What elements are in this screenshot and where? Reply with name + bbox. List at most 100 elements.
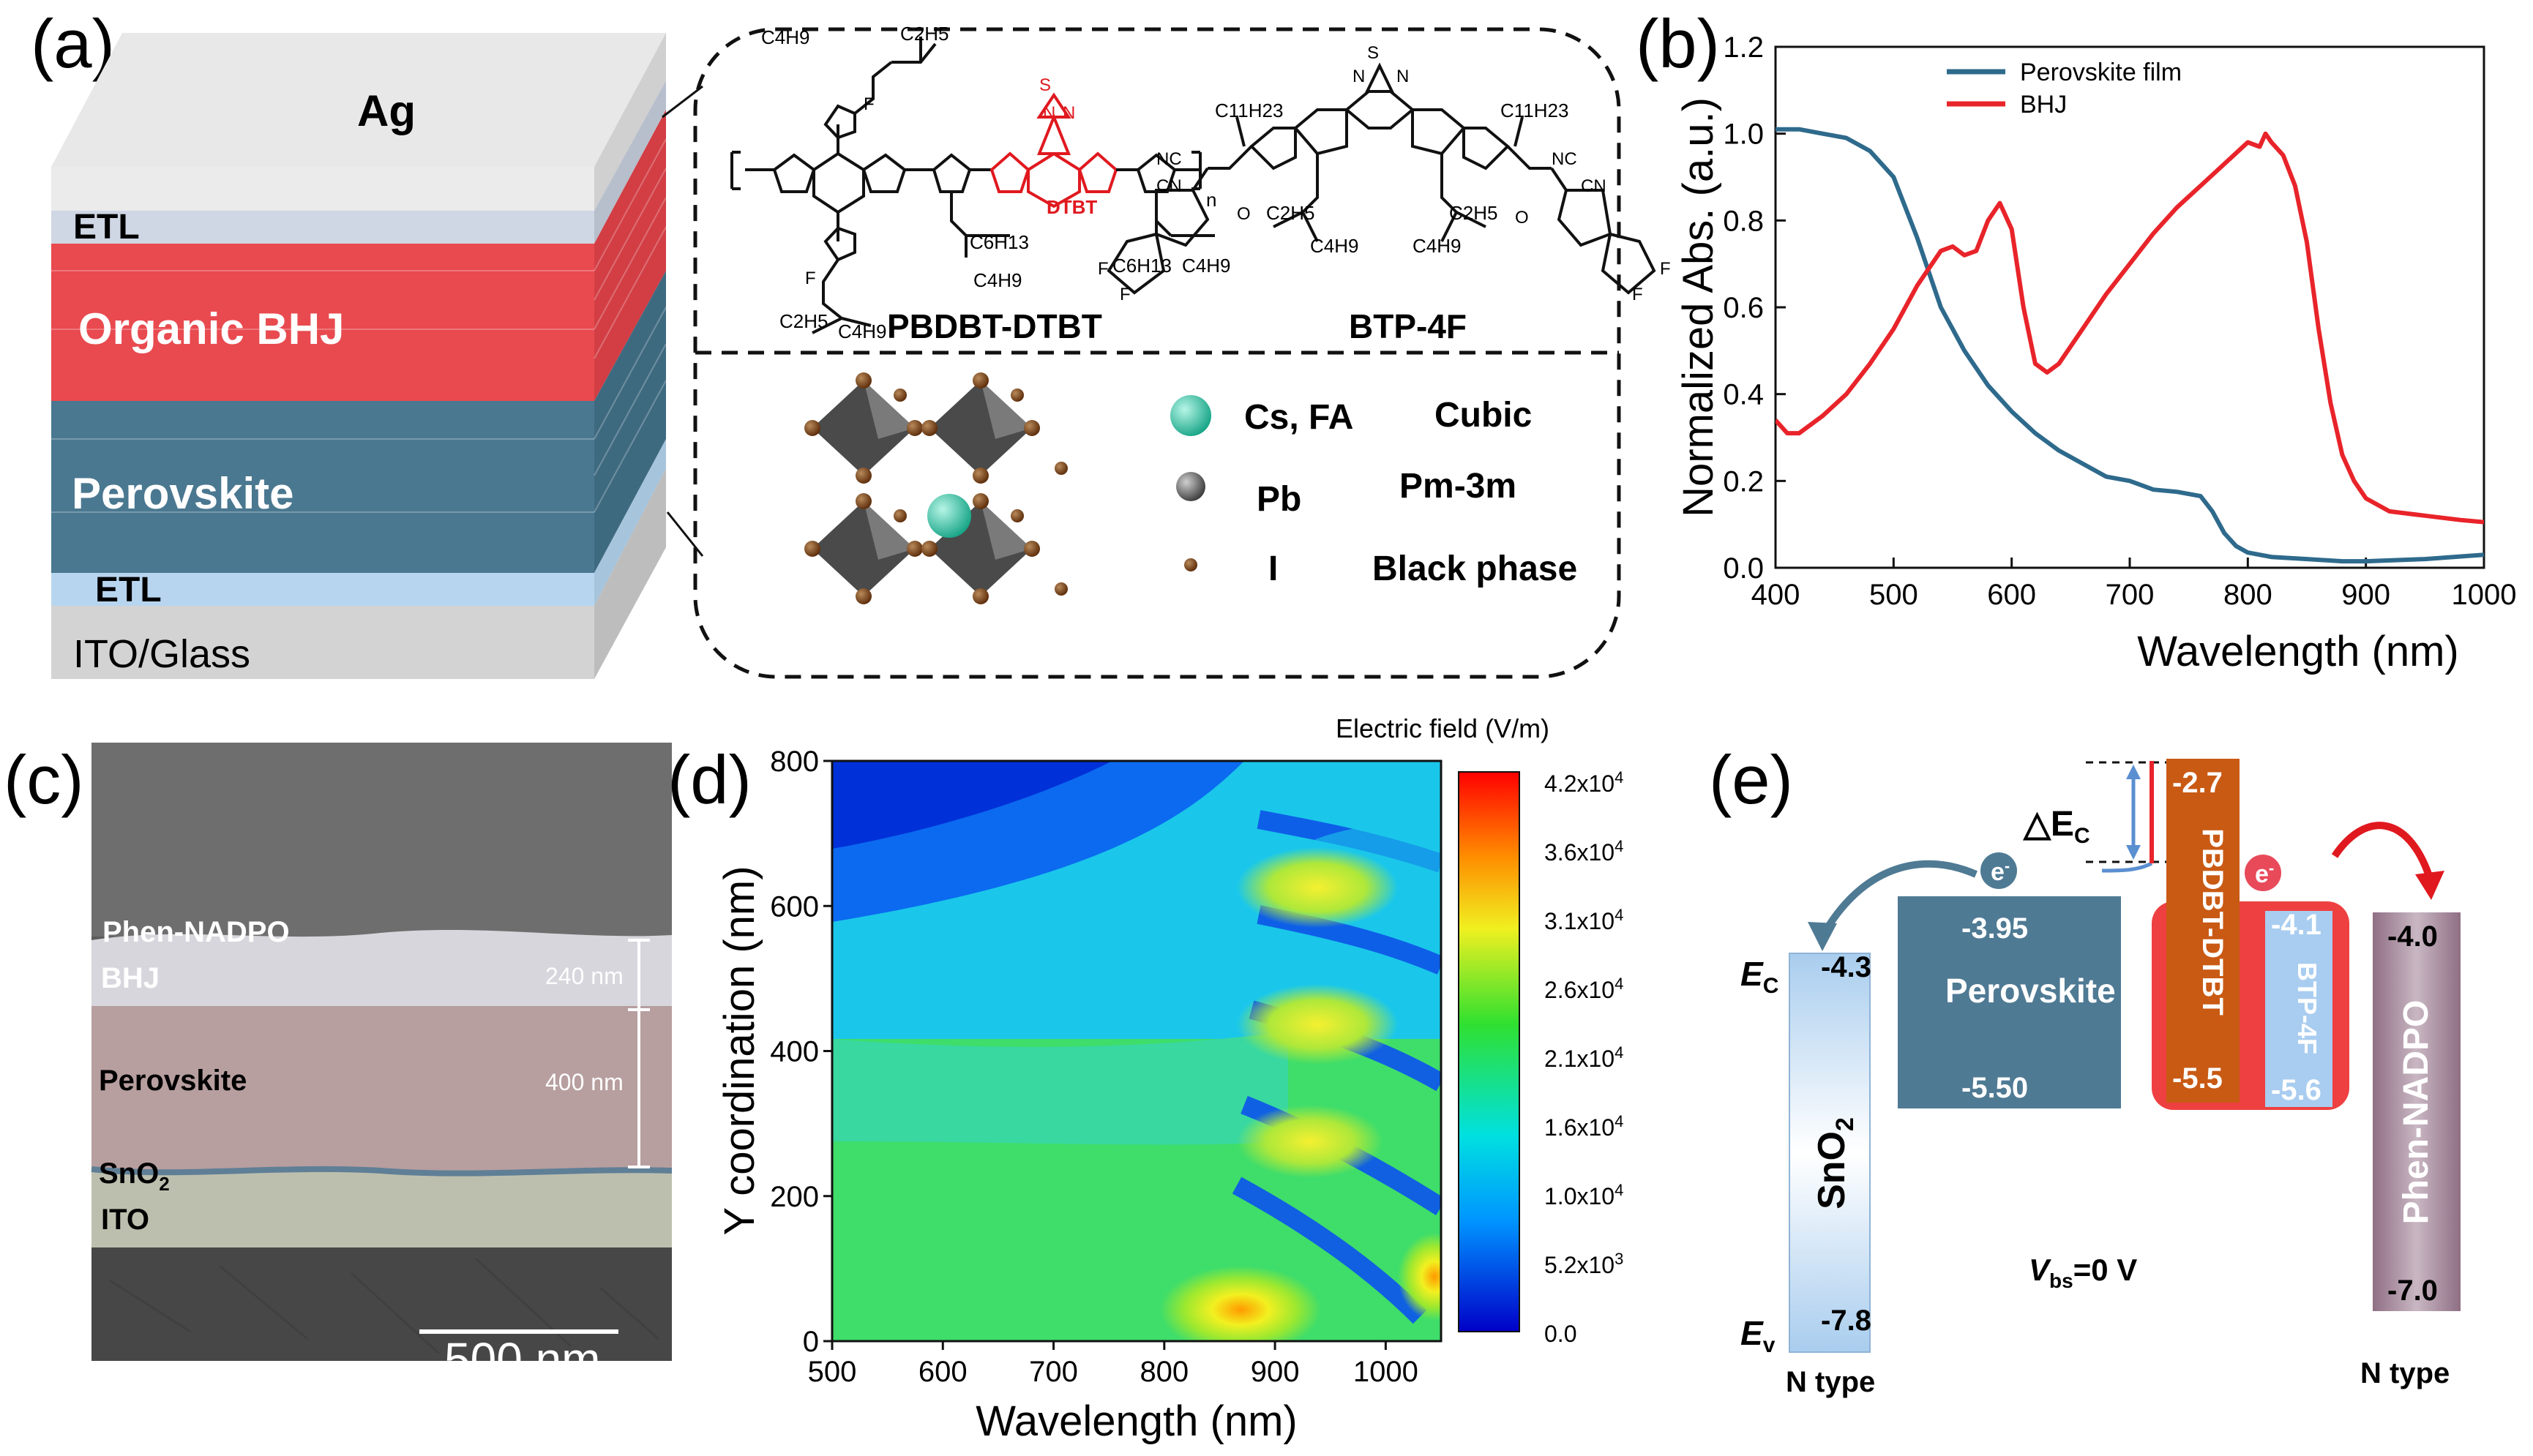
colorbar-tick-label: 1.0x104 bbox=[1544, 1181, 1623, 1209]
etl-top-layer bbox=[51, 211, 594, 244]
y-tick-label: 0.2 bbox=[1723, 465, 1764, 498]
electron-transfer-arrow-right bbox=[2331, 822, 2433, 879]
x-tick-label: 600 bbox=[918, 1356, 968, 1388]
x-tick-label: 900 bbox=[2341, 579, 2390, 611]
vbs-label: Vbs=0 V bbox=[2029, 1253, 2137, 1292]
dtbt-unit bbox=[989, 92, 1118, 209]
pbdbt-band-name: PBDBT-DTBT bbox=[2196, 828, 2229, 1016]
crystal-phase: Black phase bbox=[1372, 549, 1577, 588]
thickness-240: 240 nm bbox=[545, 963, 624, 989]
x-tick-label: 400 bbox=[1751, 579, 1800, 611]
dtbt-label: DTBT bbox=[1047, 196, 1097, 218]
btp-o-right: O bbox=[1515, 208, 1529, 228]
x-tick-label: 700 bbox=[2106, 579, 2155, 611]
i-legend-icon bbox=[1184, 558, 1197, 571]
pbdbt-c6h13-left: C6H13 bbox=[970, 231, 1029, 253]
x-tick-label: 700 bbox=[1029, 1356, 1078, 1388]
chart-b-series bbox=[1776, 127, 2484, 564]
arrow-left-head bbox=[1808, 922, 1837, 951]
perovskite-band-name: Perovskite bbox=[1945, 972, 2116, 1010]
ito-glass-layer bbox=[51, 606, 594, 679]
electron-left-label: e- bbox=[1991, 857, 2010, 886]
chart-b-xlabel: Wavelength (nm) bbox=[2137, 628, 2458, 675]
x-tick-label: 500 bbox=[808, 1356, 857, 1388]
molecule-pbdbt-dtbt-label: PBDBT-DTBT bbox=[887, 307, 1102, 345]
thickness-markers bbox=[628, 939, 650, 1168]
pbdbt-top-value: -2.7 bbox=[2172, 767, 2223, 799]
chart-b-ylabel: Normalized Abs. (a.u.) bbox=[1675, 97, 1722, 517]
colorbar bbox=[1458, 771, 1520, 1332]
electron-transfer-arrow-left bbox=[1819, 860, 1978, 939]
bhj-layer bbox=[51, 244, 594, 401]
panel-label-c: (c) bbox=[4, 741, 84, 818]
pbdbt-f-top: F bbox=[864, 94, 875, 114]
y-tick-label: 1.0 bbox=[1723, 119, 1764, 151]
crystal-cubic: Cubic bbox=[1434, 396, 1532, 435]
ec-label: EC bbox=[1740, 955, 1778, 998]
sno2-band bbox=[1789, 953, 1871, 1353]
btp-c2h5-left: C2H5 bbox=[1266, 202, 1314, 224]
etl-bottom-layer bbox=[51, 573, 594, 606]
pbdbt-c2h5-top: C2H5 bbox=[900, 23, 949, 45]
y-tick-label: 0 bbox=[803, 1326, 819, 1358]
scale-bar-label: 500 nm bbox=[444, 1333, 600, 1386]
device-stack bbox=[51, 33, 667, 679]
series-perovskite-film bbox=[1776, 127, 2484, 564]
y-tick-label: 0.6 bbox=[1723, 292, 1764, 324]
perovskite-bottom-value: -5.50 bbox=[1961, 1072, 2028, 1104]
layer-ito-label: ITO/Glass bbox=[73, 632, 250, 676]
zoom-box bbox=[693, 27, 1621, 679]
electron-right-label: e- bbox=[2255, 859, 2274, 888]
y-tick-label: 0.4 bbox=[1723, 379, 1764, 411]
pbdbt-c4h9-right: C4H9 bbox=[1182, 255, 1230, 277]
pbdbt-c4h9-mid: C4H9 bbox=[973, 269, 1022, 291]
zoom-line-top bbox=[662, 85, 703, 119]
dtbt-n-atom-2: N bbox=[1063, 103, 1075, 123]
legend-cs-fa: Cs, FA bbox=[1244, 398, 1353, 437]
panel-label-b: (b) bbox=[1636, 5, 1720, 82]
molecule-btp-4f-label: BTP-4F bbox=[1349, 307, 1467, 345]
x-tick-label: 900 bbox=[1251, 1356, 1300, 1388]
x-tick-label: 800 bbox=[1140, 1356, 1189, 1388]
sem-phen-nadpo: Phen-NADPO bbox=[102, 916, 290, 948]
ev-label: Ev bbox=[1740, 1314, 1776, 1357]
delta-ec-connector bbox=[2101, 861, 2153, 873]
btp-nc-right: NC bbox=[1552, 149, 1577, 169]
dtbt-n-atom: N bbox=[1043, 103, 1055, 123]
colorbar-title: Electric field (V/m) bbox=[1336, 713, 1549, 743]
legend-i: I bbox=[1268, 549, 1278, 588]
x-tick-label: 500 bbox=[1869, 579, 1918, 611]
electron-icon-left bbox=[1980, 852, 2017, 889]
btp-4f-structure bbox=[1107, 62, 1656, 295]
crystal-space-group: Pm-3m bbox=[1399, 467, 1516, 506]
colorbar-tick-label: 5.2x103 bbox=[1544, 1250, 1623, 1278]
perovskite-layer bbox=[51, 401, 594, 573]
btp-top-value: -4.1 bbox=[2271, 909, 2321, 941]
chart-d-xlabel: Wavelength (nm) bbox=[976, 1397, 1297, 1445]
btp-f-2: F bbox=[1098, 259, 1109, 279]
panel-label-e: (e) bbox=[1709, 741, 1793, 818]
legend-perovskite-film: Perovskite film bbox=[2020, 59, 2182, 86]
x-tick-label: 600 bbox=[1987, 579, 2036, 611]
colorbar-tick-label: 3.6x104 bbox=[1544, 837, 1623, 866]
arrow-right-head bbox=[2415, 871, 2444, 900]
btp-band-name: BTP-4F bbox=[2292, 962, 2322, 1054]
zoom-line-bottom bbox=[666, 511, 704, 557]
delta-ec-label: △EC bbox=[2022, 805, 2090, 848]
pbdbt-n-subscript: n bbox=[1206, 189, 1216, 211]
y-tick-label: 0.8 bbox=[1723, 205, 1764, 237]
pbdbt-c2h5-bottom: C2H5 bbox=[779, 310, 828, 332]
pbdbt-c4h9-top: C4H9 bbox=[761, 26, 809, 48]
colorbar-tick-label: 4.2x104 bbox=[1544, 768, 1623, 797]
delta-ec-marker bbox=[2086, 761, 2166, 863]
y-tick-label: 0.0 bbox=[1723, 552, 1764, 585]
pbdbt-dtbt-band bbox=[2166, 759, 2240, 1103]
btp-cn-right: CN bbox=[1581, 176, 1606, 196]
sem-image bbox=[91, 743, 673, 1361]
btp-bottom-value: -5.6 bbox=[2271, 1074, 2321, 1106]
colorbar-tick-label: 2.6x104 bbox=[1544, 975, 1623, 1003]
btp-n-atom: N bbox=[1352, 67, 1365, 86]
y-tick-label: 400 bbox=[770, 1036, 819, 1068]
sem-ito: ITO bbox=[101, 1204, 149, 1236]
n-type-right: N type bbox=[2360, 1357, 2450, 1389]
